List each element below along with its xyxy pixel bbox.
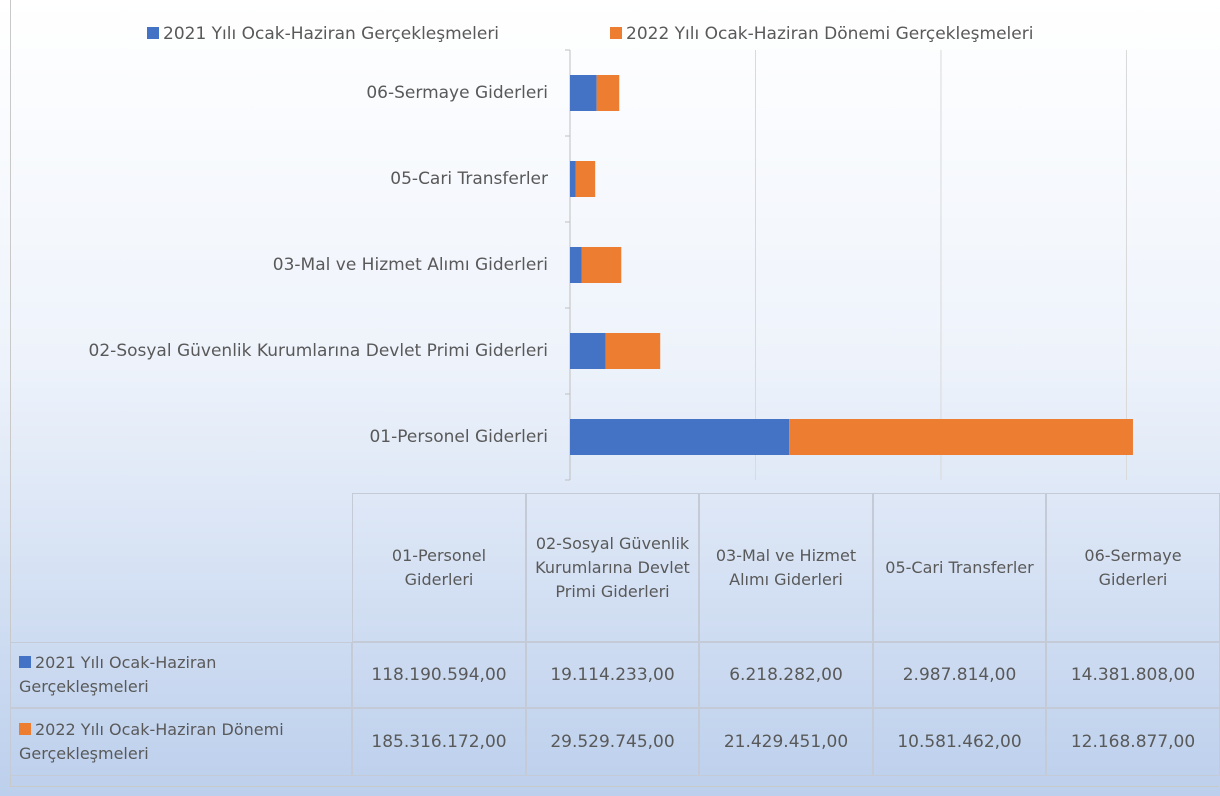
bar-segment [570,419,790,455]
table-row-label: 2022 Yılı Ocak-Haziran Dönemi Gerçekleşm… [10,708,352,776]
table-header-cell: 01-Personel Giderleri [352,493,526,642]
bar-segment [581,247,622,283]
series-name: 2021 Yılı Ocak-Haziran Gerçekleşmeleri [19,653,217,696]
table-header-cell: 03-Mal ve Hizmet Alımı Giderleri [699,493,873,642]
bar-segment [570,247,582,283]
bar-segment [605,333,661,369]
legend-swatch [610,27,622,39]
bar-segment [570,333,606,369]
table-header-cell: 05-Cari Transferler [873,493,1046,642]
bar-segment [575,161,596,197]
y-tick-label: 03-Mal ve Hizmet Alımı Giderleri [273,255,548,275]
chart-frame [10,0,1219,787]
bar-segment [596,75,620,111]
y-tick-label: 05-Cari Transferler [390,169,548,189]
legend-swatch [19,656,31,668]
table-value-cell: 14.381.808,00 [1046,642,1220,708]
bar-segment [789,419,1133,455]
table-row-label: 2021 Yılı Ocak-Haziran Gerçekleşmeleri [10,642,352,708]
legend-swatch [19,723,31,735]
legend-swatch [147,27,159,39]
table-header-cell: 02-Sosyal Güvenlik Kurumlarına Devlet Pr… [526,493,699,642]
row-label-text: 2022 Yılı Ocak-Haziran Dönemi Gerçekleşm… [19,718,345,766]
y-tick-label: 02-Sosyal Güvenlik Kurumlarına Devlet Pr… [89,341,548,361]
table-value-cell: 185.316.172,00 [352,708,526,776]
table-value-cell: 118.190.594,00 [352,642,526,708]
series-name: 2022 Yılı Ocak-Haziran Dönemi Gerçekleşm… [19,720,284,763]
table-value-cell: 10.581.462,00 [873,708,1046,776]
row-label-text: 2021 Yılı Ocak-Haziran Gerçekleşmeleri [19,651,345,699]
table-header-cell: 06-Sermaye Giderleri [1046,493,1220,642]
table-value-cell: 29.529.745,00 [526,708,699,776]
bar-segment [570,75,597,111]
table-value-cell: 6.218.282,00 [699,642,873,708]
legend-label: 2022 Yılı Ocak-Haziran Dönemi Gerçekleşm… [626,24,1033,44]
table-value-cell: 19.114.233,00 [526,642,699,708]
legend-label: 2021 Yılı Ocak-Haziran Gerçekleşmeleri [163,24,499,44]
table-value-cell: 12.168.877,00 [1046,708,1220,776]
bar-segment [570,161,576,197]
table-value-cell: 21.429.451,00 [699,708,873,776]
table-value-cell: 2.987.814,00 [873,642,1046,708]
y-tick-label: 06-Sermaye Giderleri [366,83,548,103]
y-tick-label: 01-Personel Giderleri [369,427,548,447]
